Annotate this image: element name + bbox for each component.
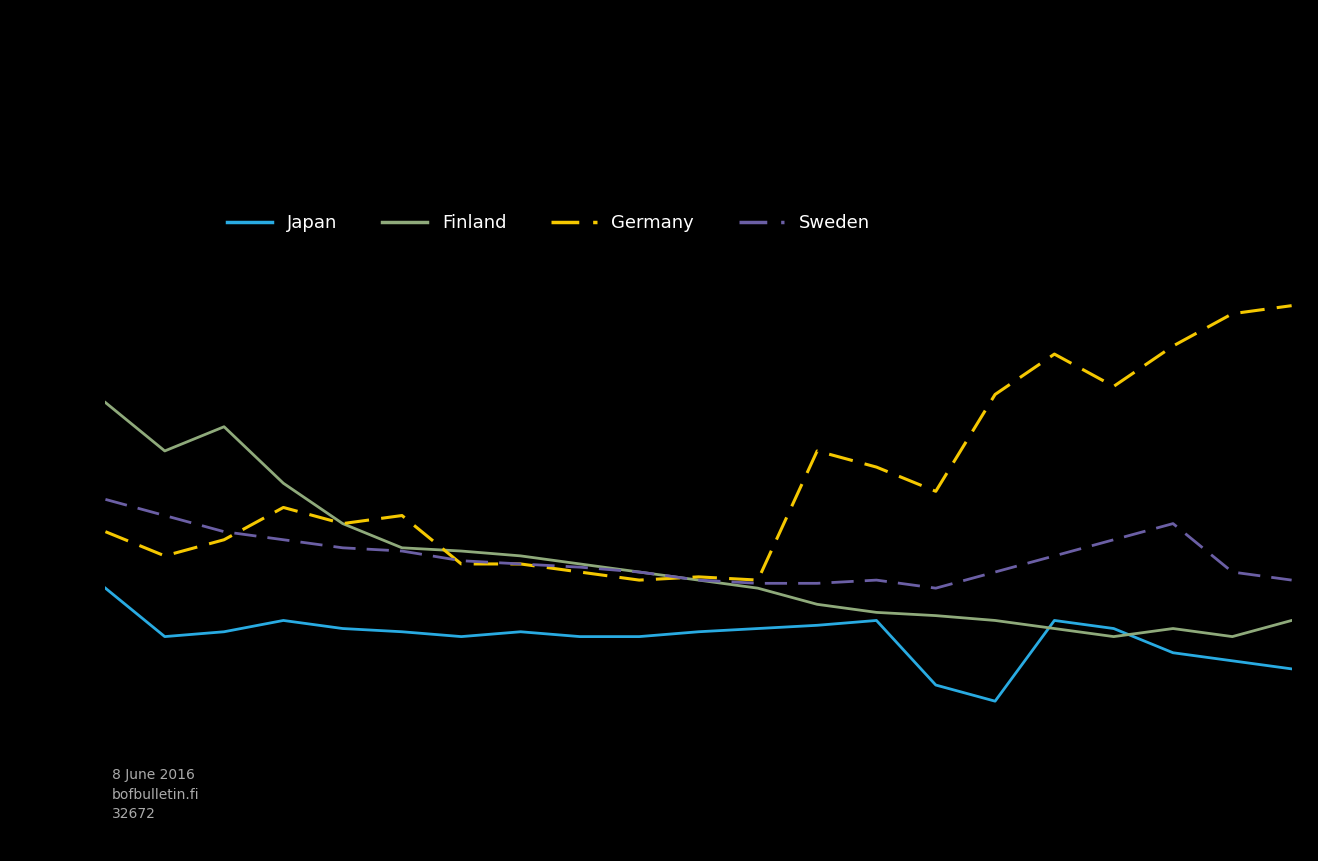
Legend: Japan, Finland, Germany, Sweden: Japan, Finland, Germany, Sweden (220, 207, 876, 239)
Text: bofbulletin.fi: bofbulletin.fi (112, 788, 199, 802)
Text: 32672: 32672 (112, 807, 156, 821)
Text: 8 June 2016: 8 June 2016 (112, 768, 195, 782)
